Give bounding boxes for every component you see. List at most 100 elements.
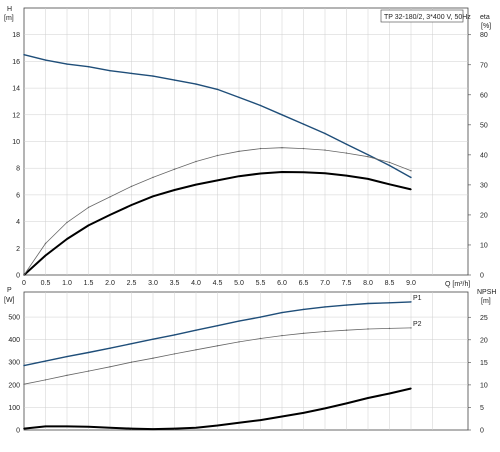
- x-tick-label: 2.0: [105, 280, 115, 287]
- curve-point: [388, 392, 391, 395]
- x-tick-label: 7.0: [320, 280, 330, 287]
- curve-point: [367, 302, 369, 305]
- curve-point: [238, 422, 240, 424]
- x-tick-label: 0.5: [41, 280, 51, 287]
- q-axis-label: Q [m³/h]: [445, 281, 470, 288]
- curve-point: [44, 242, 47, 245]
- curve-point: [23, 54, 25, 56]
- curve-point: [324, 132, 326, 135]
- series-label: P1: [413, 295, 422, 302]
- curve-point: [66, 238, 68, 240]
- curve-point: [109, 196, 111, 198]
- curve-point: [302, 147, 305, 150]
- x-tick-label: 8.0: [363, 280, 373, 287]
- y-left-tick-label: 8: [16, 166, 20, 173]
- curve-point: [44, 379, 47, 381]
- curve-point: [152, 338, 154, 340]
- curve-point: [281, 334, 283, 337]
- x-tick-label: 8.5: [385, 280, 395, 287]
- curve-point: [66, 374, 68, 376]
- y-left-tick-label: 12: [12, 112, 20, 119]
- y-right-tick-label: 80: [480, 32, 488, 39]
- x-tick-label: 1.5: [84, 280, 94, 287]
- y-left-tick-label: 10: [12, 139, 20, 146]
- x-tick-label: 3.5: [170, 280, 180, 287]
- y-left-tick-label: 14: [12, 86, 20, 93]
- curve-point: [259, 147, 262, 150]
- x-tick-label: 2.5: [127, 280, 137, 287]
- curve-point: [195, 329, 197, 331]
- chart-title: TP 32-180/2, 3*400 V, 50Hz: [384, 14, 471, 21]
- curve-point: [66, 221, 68, 224]
- curve-point: [130, 72, 133, 75]
- eta-axis-unit: [%]: [481, 23, 491, 30]
- curve-point: [216, 179, 219, 182]
- x-tick-label: 5.0: [234, 280, 244, 287]
- y-right-tick-label: 70: [480, 62, 488, 69]
- y-right-tick-label: 50: [480, 122, 488, 129]
- curve-point: [345, 143, 348, 145]
- y-left-tick-label: 18: [12, 32, 20, 39]
- h-axis-unit: [m]: [4, 15, 14, 22]
- curve-point: [388, 327, 391, 330]
- curve-point: [388, 161, 391, 164]
- curve-point: [152, 428, 154, 430]
- y-left-tick-label: 0: [16, 428, 20, 435]
- curve-point: [44, 360, 47, 362]
- y-left-tick-label: 500: [8, 315, 20, 322]
- x-tick-label: 0: [22, 280, 26, 287]
- y-left-tick-label: 2: [16, 246, 20, 253]
- curve-point: [44, 425, 47, 428]
- curve-point: [281, 311, 283, 314]
- curve-point: [173, 168, 176, 170]
- x-tick-label: 4.5: [213, 280, 223, 287]
- curve-point: [23, 427, 25, 430]
- curve-point: [130, 185, 133, 188]
- power-panel-frame: [23, 291, 469, 431]
- curve-point: [66, 63, 68, 65]
- curve-point: [302, 123, 305, 125]
- eta-axis-label: eta: [480, 14, 490, 21]
- x-tick-label: 7.5: [342, 280, 352, 287]
- curve-point: [238, 96, 240, 99]
- series-label: P2: [413, 321, 422, 328]
- curve-point: [216, 88, 219, 91]
- curve-point: [195, 349, 197, 351]
- power-panel-grid: [24, 292, 468, 430]
- p-axis-unit: [W]: [4, 297, 15, 304]
- curve-point: [109, 366, 111, 368]
- head-panel-grid: [24, 8, 468, 275]
- y-right-tick-label: 20: [480, 337, 488, 344]
- curve-point: [281, 171, 283, 173]
- y-right-tick-label: 10: [480, 382, 488, 389]
- y-left-tick-label: 200: [8, 382, 20, 389]
- curve-point: [238, 175, 240, 177]
- curve-point: [324, 407, 326, 410]
- y-right-tick-label: 15: [480, 360, 488, 367]
- head-efficiency-panel: 0 0.5 1.0 1.5 2.0 2.5 3.0 3.5 4.0 4.5 5.0 5.5 6.0 6.5…: [4, 6, 491, 288]
- curve-point: [410, 327, 412, 329]
- power-series-labels: P1 P2: [413, 295, 422, 328]
- x-tick-label: 3.0: [148, 280, 158, 287]
- curve-point: [259, 316, 262, 318]
- curve-point: [281, 415, 283, 418]
- curve-point: [130, 204, 133, 206]
- curve-point: [345, 402, 348, 405]
- y-right-tick-label: 30: [480, 182, 488, 189]
- curve-point: [173, 427, 176, 430]
- y-right-tick-label: 10: [480, 242, 488, 249]
- curve-point: [281, 147, 283, 149]
- curve-point: [66, 425, 68, 428]
- x-tick-label: 4.0: [191, 280, 201, 287]
- y-right-tick-label: 0: [480, 428, 484, 435]
- curve-point: [302, 308, 305, 311]
- y-left-tick-label: 300: [8, 360, 20, 367]
- curve-point: [216, 325, 219, 327]
- y-left-tick-label: 400: [8, 337, 20, 344]
- curve-point: [173, 79, 176, 81]
- curve-point: [259, 104, 262, 107]
- curve-point: [195, 160, 197, 163]
- curve-point: [345, 329, 348, 331]
- curve-point: [367, 156, 369, 158]
- curve-point: [324, 306, 326, 308]
